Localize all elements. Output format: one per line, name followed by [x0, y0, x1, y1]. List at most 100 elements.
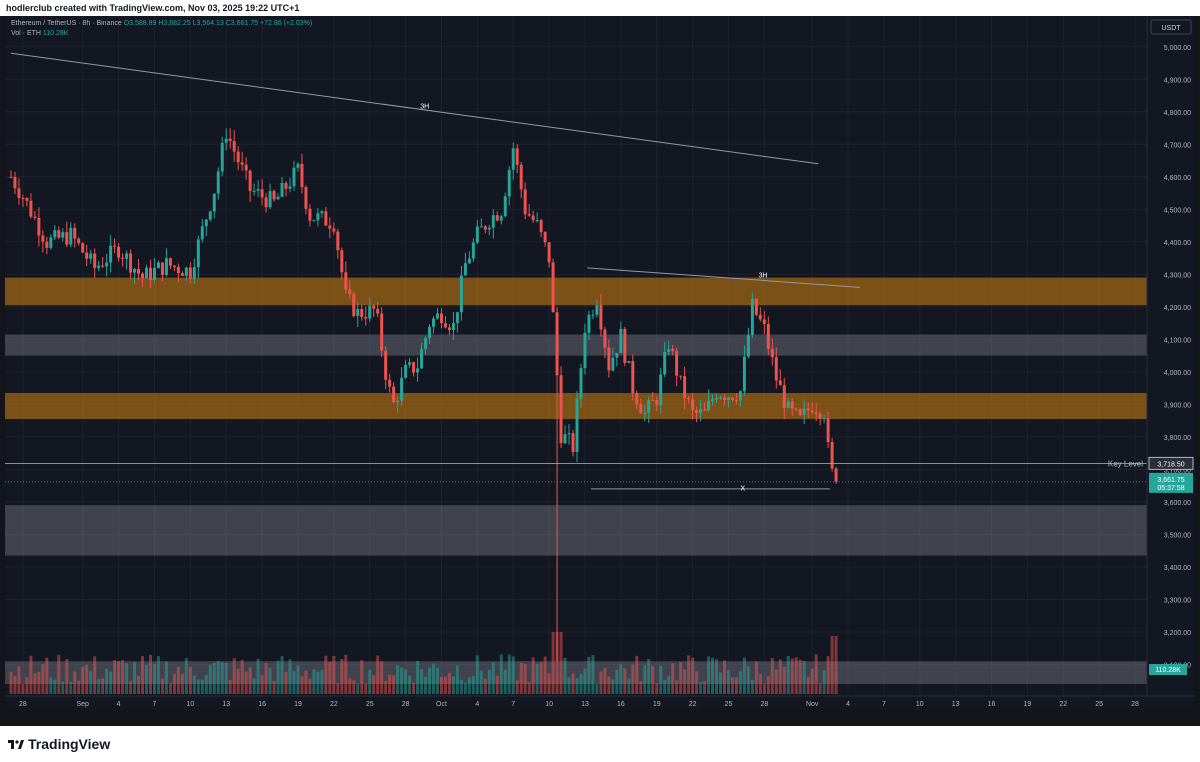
- price-chart-svg[interactable]: 3H 3H X Key Level 5,000.00 4,900.00 4,800.00 4,…: [5, 16, 1195, 710]
- volume-bar: [447, 672, 451, 694]
- volume-bar: [424, 676, 428, 694]
- volume-bar: [830, 636, 834, 694]
- candle-body: [156, 262, 160, 268]
- candle-body: [679, 375, 683, 377]
- price-tick-label: 3,200.00: [1164, 630, 1191, 637]
- volume-bar: [667, 676, 671, 694]
- volume-bar: [726, 670, 730, 694]
- volume-bar: [786, 655, 790, 694]
- candle-body: [164, 258, 168, 275]
- volume-bar: [774, 669, 778, 694]
- volume-bar: [635, 655, 639, 694]
- volume-bar: [683, 669, 687, 694]
- candle-body: [328, 225, 332, 229]
- key-level-tag: [1148, 456, 1194, 470]
- low-value: L3,564.13: [192, 20, 224, 27]
- price-tick-label: 4,300.00: [1164, 272, 1191, 279]
- candle-body: [69, 227, 73, 245]
- volume-bar: [356, 683, 360, 694]
- volume-bar: [208, 664, 212, 694]
- candle-body: [428, 326, 432, 338]
- volume-bar: [160, 678, 164, 694]
- candle-body: [711, 399, 715, 401]
- price-tick-label: 3,800.00: [1164, 435, 1191, 442]
- volume-bar: [61, 681, 65, 694]
- time-tick-label: 7: [882, 701, 886, 708]
- volume-bar: [188, 666, 192, 694]
- volume-bar: [631, 664, 635, 694]
- time-tick-label: 25: [366, 701, 374, 708]
- volume-bar: [9, 672, 13, 694]
- price-tick-label: 3,300.00: [1164, 597, 1191, 604]
- high-value: H3,682.25: [158, 20, 191, 27]
- volume-bar: [591, 655, 595, 694]
- volume-bar: [336, 682, 340, 694]
- time-tick-label: 10: [545, 701, 553, 708]
- candle-body: [77, 238, 81, 244]
- volume-bar: [284, 671, 288, 694]
- price-tick-label: 4,800.00: [1164, 110, 1191, 117]
- price-tick-label: 4,900.00: [1164, 77, 1191, 84]
- volume-bar: [316, 671, 320, 694]
- candle-body: [786, 401, 790, 408]
- volume-bar: [296, 665, 300, 694]
- candle-body: [252, 190, 256, 192]
- volume-bar: [232, 658, 236, 694]
- candle-body: [543, 231, 547, 243]
- volume-bar: [236, 668, 240, 694]
- volume-bar: [802, 660, 806, 694]
- candle-body: [587, 314, 591, 333]
- volume-bar: [559, 632, 563, 694]
- volume-bar: [471, 675, 475, 694]
- volume-bar: [611, 679, 615, 694]
- volume-bar: [523, 663, 527, 694]
- volume-bar: [627, 678, 631, 694]
- volume-bar: [762, 683, 766, 694]
- candle-body: [571, 433, 575, 452]
- time-tick-label: 4: [117, 701, 121, 708]
- candle-body: [348, 289, 352, 294]
- open-value: O3,588.89: [123, 20, 157, 27]
- candle-body: [607, 347, 611, 371]
- volume-bar: [428, 667, 432, 694]
- time-tick-label: 16: [617, 701, 625, 708]
- annotation-label: 3H: [759, 273, 768, 280]
- brand-footer: TradingView: [0, 726, 1200, 762]
- candle-body: [703, 409, 707, 411]
- volume-bar: [531, 657, 535, 694]
- candle-body: [766, 323, 770, 349]
- candle-body: [691, 399, 695, 411]
- candle-body: [487, 227, 491, 230]
- candle-body: [443, 323, 447, 328]
- candle-body: [73, 227, 77, 239]
- candle-body: [288, 186, 292, 189]
- volume-label[interactable]: Vol · ETH: [11, 30, 41, 37]
- volume-bar: [603, 667, 607, 694]
- candle-body: [188, 267, 192, 279]
- candle-body: [778, 380, 782, 386]
- volume-bar: [152, 663, 156, 694]
- candle-body: [380, 313, 384, 351]
- candle-body: [639, 404, 643, 414]
- volume-bar: [515, 680, 519, 694]
- time-tick-label: 22: [689, 701, 697, 708]
- candle-body: [336, 231, 340, 251]
- volume-bar: [248, 667, 252, 694]
- volume-bar: [519, 662, 523, 694]
- time-tick-label: 13: [581, 701, 589, 708]
- volume-bar: [13, 675, 17, 694]
- candle-body: [45, 241, 49, 248]
- candle-body: [232, 141, 236, 152]
- volume-bar: [272, 681, 276, 694]
- candle-body: [591, 314, 595, 316]
- symbol-label[interactable]: Ethereum / TetherUS · 8h · Binance: [11, 20, 122, 27]
- candle-body: [244, 164, 248, 171]
- volume-bar: [376, 655, 380, 694]
- candle-body: [627, 361, 631, 363]
- volume-bar: [479, 670, 483, 694]
- price-axis-background: [1147, 16, 1195, 710]
- price-tick-label: 3,700.00: [1164, 467, 1191, 474]
- chart-area[interactable]: 3H 3H X Key Level 5,000.00 4,900.00 4,800.00 4,…: [5, 16, 1195, 710]
- candle-body: [212, 193, 216, 212]
- candle-body: [822, 418, 826, 420]
